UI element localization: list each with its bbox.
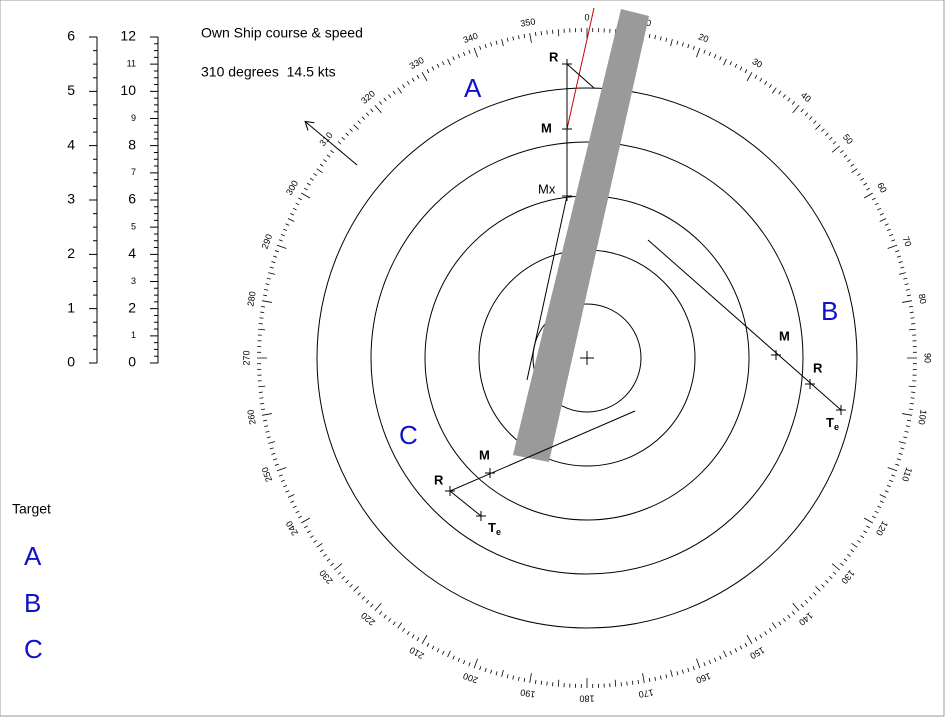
point-label: M [541, 120, 552, 135]
bearing-label: 260 [245, 409, 257, 426]
bearing-label: 80 [917, 293, 929, 305]
scale-label: 11 [127, 59, 136, 69]
scale-label: 9 [131, 113, 136, 123]
bearing-label: 180 [579, 694, 594, 704]
scale-label: 5 [67, 82, 75, 98]
scale-ticks [150, 36, 158, 364]
point-label: R [549, 49, 559, 64]
scale-label: 4 [128, 245, 136, 261]
scale-label: 3 [67, 191, 75, 207]
scale-label: 0 [67, 354, 75, 370]
scale-label: 8 [128, 136, 136, 152]
bearing-label: 90 [923, 353, 933, 363]
bearing-label: 280 [245, 291, 257, 308]
point-label: M [479, 447, 490, 462]
scale-label: 2 [128, 299, 136, 315]
point-label: Te [488, 520, 501, 537]
red-line [566, 7, 595, 130]
scale-label: 12 [120, 28, 136, 44]
target-label: B [821, 296, 838, 326]
degree-ticks [257, 28, 917, 688]
bearing-label: 290 [260, 233, 275, 251]
scale-label: 5 [131, 222, 136, 232]
bearing-label: 160 [695, 671, 713, 686]
bearing-label: 200 [462, 671, 480, 686]
scale-label: 3 [131, 276, 136, 286]
target-label: C [399, 420, 418, 450]
shaded-bar [513, 9, 649, 462]
bearing-label: 190 [520, 687, 537, 699]
point-label: Te [826, 415, 839, 432]
target-b-plot: M R Te B [647, 239, 846, 432]
bearing-label: 250 [260, 466, 275, 484]
bearing-label: 50 [841, 132, 855, 146]
scale-label: 6 [128, 191, 136, 207]
own-ship-heading [304, 120, 358, 166]
target-list-item[interactable]: C [24, 634, 43, 664]
bearing-label: 20 [697, 32, 710, 45]
bearing-label: 110 [900, 466, 914, 483]
point-label: M [779, 328, 790, 343]
bearing-label: 40 [799, 90, 813, 104]
bearing-label: 340 [462, 31, 480, 46]
target-list-item[interactable]: B [24, 588, 41, 618]
bearing-label: 270 [241, 350, 251, 365]
scale-label: 4 [67, 136, 75, 152]
target-c-plot: M R Te C [399, 410, 636, 537]
scale-label: 1 [131, 330, 136, 340]
target-a-plot: R M Mx A [464, 7, 595, 381]
bearing-label: 60 [875, 181, 889, 195]
target-label: A [464, 73, 482, 103]
point-label: Mx [538, 181, 556, 196]
target-list-item[interactable]: A [24, 541, 42, 571]
bearing-label: 350 [520, 16, 537, 28]
bearing-label: 0 [584, 12, 589, 22]
scale-label: 2 [67, 245, 75, 261]
scale-ticks [89, 36, 97, 364]
bearing-label: 170 [638, 687, 655, 699]
scale-label: 1 [67, 299, 75, 315]
bearing-label: 100 [916, 409, 928, 426]
bearing-label: 70 [901, 235, 914, 248]
header-title: Own Ship course & speed [201, 25, 363, 41]
bearing-label: 30 [750, 56, 764, 70]
course-speed: 310 degrees 14.5 kts [201, 64, 336, 80]
scale-label: 0 [128, 354, 136, 370]
target-list-title: Target [12, 501, 51, 517]
point-label: R [813, 360, 823, 375]
point-label: R [434, 472, 444, 487]
scale-label: 10 [120, 82, 136, 98]
scale-label: 7 [131, 167, 136, 177]
scale-label: 6 [67, 28, 75, 44]
